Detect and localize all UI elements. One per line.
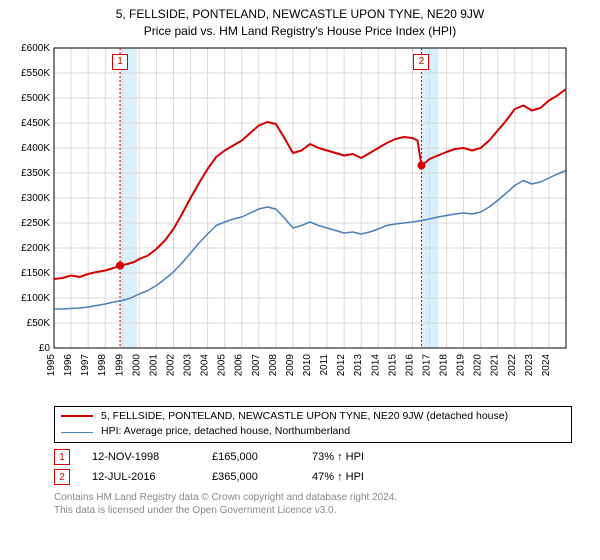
- footer-line1: Contains HM Land Registry data © Crown c…: [54, 491, 600, 504]
- sale-marker-2: 2: [413, 54, 429, 70]
- legend-label: HPI: Average price, detached house, Nort…: [101, 424, 350, 440]
- sale-marker-1: 1: [112, 54, 128, 70]
- svg-text:2024: 2024: [541, 353, 552, 376]
- title-line1: 5, FELLSIDE, PONTELAND, NEWCASTLE UPON T…: [0, 6, 600, 23]
- svg-text:£500K: £500K: [21, 93, 50, 104]
- footer-attribution: Contains HM Land Registry data © Crown c…: [54, 491, 600, 517]
- sale-date: 12-NOV-1998: [92, 451, 212, 463]
- svg-text:2015: 2015: [387, 353, 398, 376]
- svg-text:£600K: £600K: [21, 43, 50, 54]
- line-chart-svg: £0 £50K £100K £150K £200K £250K £300K £350K £400…: [10, 40, 590, 400]
- svg-text:2001: 2001: [148, 353, 159, 376]
- legend-swatch: [61, 432, 93, 433]
- title-line2: Price paid vs. HM Land Registry's House …: [0, 23, 600, 40]
- sale-marker-box: 2: [54, 469, 70, 485]
- svg-text:£450K: £450K: [21, 118, 50, 129]
- svg-text:£50K: £50K: [27, 318, 51, 329]
- legend: 5, FELLSIDE, PONTELAND, NEWCASTLE UPON T…: [54, 406, 572, 444]
- svg-text:£400K: £400K: [21, 143, 50, 154]
- svg-text:2010: 2010: [302, 353, 313, 376]
- svg-text:2007: 2007: [251, 353, 262, 376]
- sales-row: 1 12-NOV-1998£165,00073% ↑ HPI: [54, 449, 600, 465]
- svg-text:2021: 2021: [490, 353, 501, 376]
- svg-text:2003: 2003: [183, 353, 194, 376]
- sale-date: 12-JUL-2016: [92, 471, 212, 483]
- svg-text:2014: 2014: [370, 353, 381, 376]
- sale-price: £165,000: [212, 451, 312, 463]
- sale-pct: 73% ↑ HPI: [312, 451, 412, 463]
- svg-text:2000: 2000: [131, 353, 142, 376]
- svg-text:£200K: £200K: [21, 243, 50, 254]
- sale-price: £365,000: [212, 471, 312, 483]
- svg-text:£250K: £250K: [21, 218, 50, 229]
- svg-text:2017: 2017: [421, 353, 432, 376]
- legend-row: 5, FELLSIDE, PONTELAND, NEWCASTLE UPON T…: [61, 409, 565, 425]
- sale-marker-box: 1: [54, 449, 70, 465]
- svg-text:£550K: £550K: [21, 68, 50, 79]
- svg-text:1997: 1997: [80, 353, 91, 376]
- svg-text:£300K: £300K: [21, 193, 50, 204]
- chart-area: £0 £50K £100K £150K £200K £250K £300K £350K £400…: [10, 40, 590, 400]
- svg-text:1996: 1996: [63, 353, 74, 376]
- svg-text:2002: 2002: [165, 353, 176, 376]
- svg-text:2004: 2004: [200, 353, 211, 376]
- svg-text:2023: 2023: [524, 353, 535, 376]
- svg-text:2011: 2011: [319, 353, 330, 375]
- footer-line2: This data is licensed under the Open Gov…: [54, 504, 600, 517]
- svg-text:2005: 2005: [217, 353, 228, 376]
- legend-label: 5, FELLSIDE, PONTELAND, NEWCASTLE UPON T…: [101, 409, 508, 425]
- svg-text:£350K: £350K: [21, 168, 50, 179]
- svg-text:1999: 1999: [114, 353, 125, 376]
- chart-title-block: 5, FELLSIDE, PONTELAND, NEWCASTLE UPON T…: [0, 0, 600, 40]
- svg-text:2006: 2006: [234, 353, 245, 376]
- svg-text:2009: 2009: [285, 353, 296, 376]
- svg-text:£150K: £150K: [21, 268, 50, 279]
- svg-text:1998: 1998: [97, 353, 108, 376]
- svg-text:£0: £0: [39, 343, 51, 354]
- svg-text:2016: 2016: [404, 353, 415, 376]
- svg-text:2018: 2018: [439, 353, 450, 376]
- legend-row: HPI: Average price, detached house, Nort…: [61, 424, 565, 440]
- legend-swatch: [61, 415, 93, 417]
- svg-text:£100K: £100K: [21, 293, 50, 304]
- svg-text:2019: 2019: [456, 353, 467, 376]
- svg-text:2008: 2008: [268, 353, 279, 376]
- svg-text:2020: 2020: [473, 353, 484, 376]
- sales-table: 1 12-NOV-1998£165,00073% ↑ HPI 2 12-JUL-201…: [54, 449, 600, 485]
- svg-text:2022: 2022: [507, 353, 518, 376]
- svg-text:1995: 1995: [46, 353, 57, 376]
- sale-pct: 47% ↑ HPI: [312, 471, 412, 483]
- sales-row: 2 12-JUL-2016£365,00047% ↑ HPI: [54, 469, 600, 485]
- svg-text:2013: 2013: [353, 353, 364, 376]
- svg-text:2012: 2012: [336, 353, 347, 376]
